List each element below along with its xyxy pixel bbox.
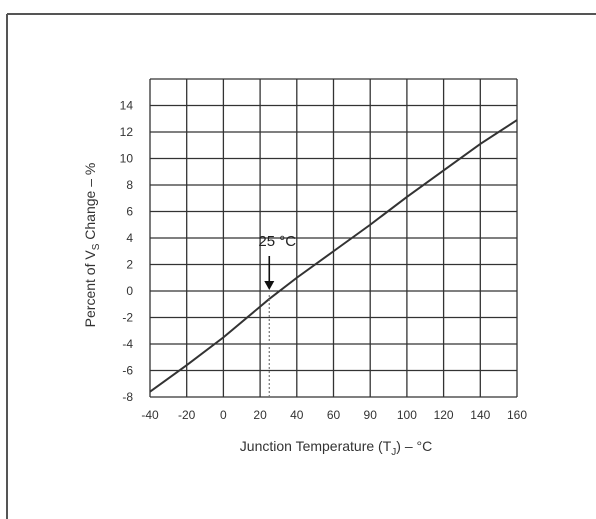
- grid: [149, 78, 518, 398]
- y-tick-label: 12: [120, 125, 134, 139]
- x-tick-label: 20: [253, 408, 267, 422]
- series-line: [149, 119, 518, 393]
- x-tick-label: 60: [327, 408, 341, 422]
- y-tick-label: -4: [122, 337, 133, 351]
- x-tick-label: 120: [434, 408, 454, 422]
- x-tick-label: 100: [397, 408, 417, 422]
- y-tick-label: 0: [126, 284, 133, 298]
- x-tick-label: 40: [290, 408, 304, 422]
- x-tick-label: 140: [470, 408, 490, 422]
- x-axis-label: Junction Temperature (TJ) – °C: [240, 438, 432, 458]
- y-tick-labels: -8 -6 -4 -2 0 2 4 6 8 10 12 14: [120, 99, 134, 405]
- y-tick-label: 14: [120, 99, 134, 113]
- series: [149, 119, 518, 393]
- y-tick-label: 4: [126, 231, 133, 245]
- annotation: 25 °C: [258, 233, 296, 397]
- y-tick-label: 10: [120, 152, 134, 166]
- x-tick-label: 0: [220, 408, 227, 422]
- y-tick-label: 2: [126, 258, 133, 272]
- x-tick-label: -20: [178, 408, 196, 422]
- y-tick-label: -6: [122, 364, 133, 378]
- x-tick-label: 160: [507, 408, 527, 422]
- y-tick-label: -2: [122, 311, 133, 325]
- x-tick-label: 90: [364, 408, 378, 422]
- annotation-arrow-head: [264, 281, 275, 290]
- y-tick-label: -8: [122, 390, 133, 404]
- annotation-label: 25 °C: [258, 233, 296, 250]
- y-tick-label: 6: [126, 205, 133, 219]
- x-tick-labels: -40 -20 0 20 40 60 90 100 120 140 160: [141, 408, 527, 422]
- x-tick-label: -40: [141, 408, 159, 422]
- y-tick-label: 8: [126, 178, 133, 192]
- y-axis-label: Percent of VS Change – %: [82, 163, 102, 328]
